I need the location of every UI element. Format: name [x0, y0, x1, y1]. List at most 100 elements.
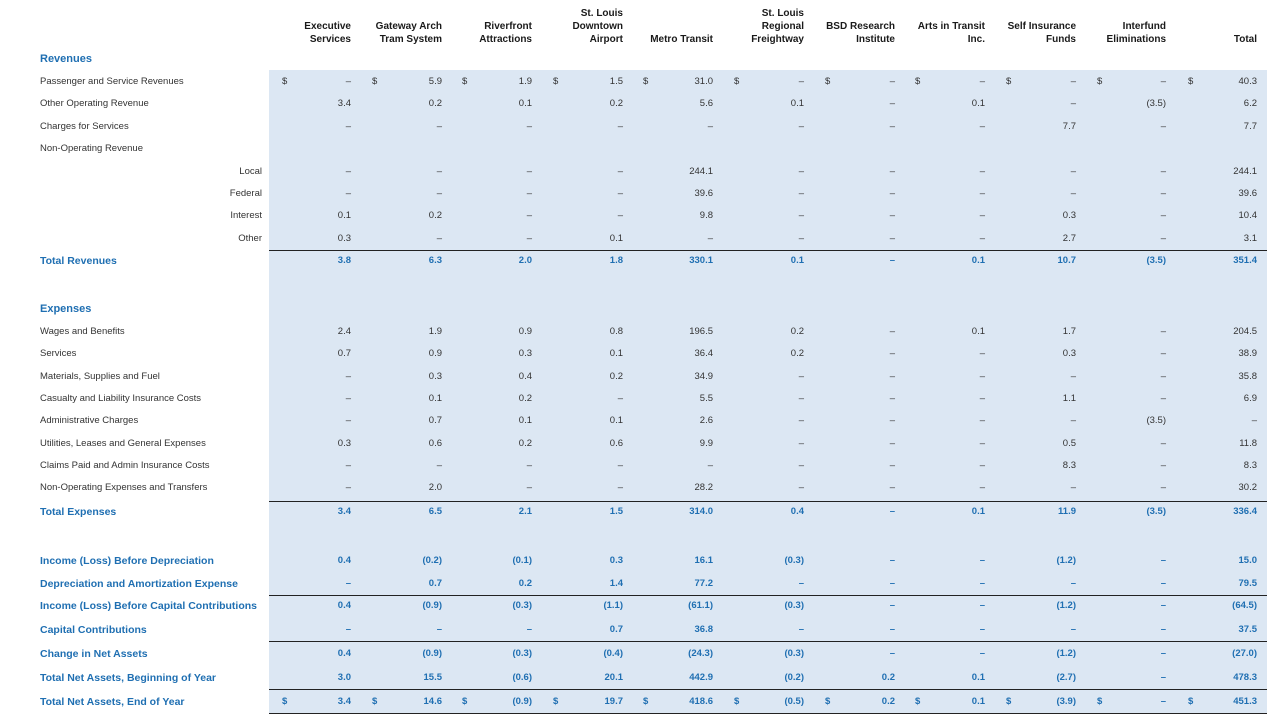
row-label: Materials, Supplies and Fuel [40, 371, 160, 382]
table-cell: 3.4 [337, 696, 351, 707]
table-cell: (0.6) [512, 672, 532, 683]
table-cell: – [1160, 121, 1166, 132]
table-cell: 0.6 [609, 438, 623, 449]
table-cell: 11.9 [1058, 506, 1076, 517]
table-cell: – [345, 393, 351, 404]
table-cell: – [1160, 648, 1166, 659]
table-cell: 34.9 [694, 371, 714, 382]
table-cell: 10.7 [1057, 255, 1077, 266]
table-cell [1187, 139, 1257, 159]
rule-line [269, 641, 1267, 642]
table-cell: – [889, 506, 895, 517]
table-cell: 79.5 [1238, 578, 1258, 589]
currency-symbol: $ [282, 76, 288, 87]
table-cell: 0.3 [609, 555, 623, 566]
table-cell: 36.8 [694, 624, 714, 635]
table-cell: – [1070, 76, 1076, 87]
table-cell: 2.0 [518, 255, 532, 266]
row-label: Total Net Assets, Beginning of Year [40, 672, 217, 684]
table-cell: – [979, 460, 985, 471]
table-row: Passenger and Service Revenues $ – $5.9 $1.9… [0, 72, 1280, 92]
table-cell: – [1070, 188, 1076, 199]
column-header: BSD Research Institute [826, 21, 895, 45]
table-cell: 0.1 [609, 415, 623, 426]
table-cell: 6.3 [428, 255, 442, 266]
row-label: Wages and Benefits [40, 326, 125, 337]
table-cell: – [979, 348, 985, 359]
table-cell: (0.5) [784, 696, 804, 707]
table-row: Local – – – – 244.1 – – – – – 244.1 [0, 162, 1280, 182]
table-cell: (27.0) [1232, 648, 1257, 659]
row-label: Other [238, 233, 262, 244]
table-cell: – [1160, 482, 1166, 493]
currency-symbol: $ [553, 696, 559, 707]
table-cell: 0.2 [428, 98, 442, 109]
table-cell: 0.1 [518, 98, 532, 109]
table-cell: – [1160, 326, 1166, 337]
row-label: Claims Paid and Admin Insurance Costs [40, 460, 210, 471]
currency-symbol: $ [1006, 696, 1012, 707]
table-cell: 31.0 [694, 76, 714, 87]
table-cell: (0.3) [784, 555, 804, 566]
table-row: Claims Paid and Admin Insurance Costs – – –… [0, 456, 1280, 476]
column-header: St. Louis Downtown Airport [572, 8, 623, 45]
table-cell: – [1070, 371, 1076, 382]
currency-symbol: $ [643, 696, 649, 707]
table-cell: 7.7 [1243, 121, 1257, 132]
table-cell: – [889, 233, 895, 244]
table-cell: 0.1 [790, 98, 804, 109]
table-cell: – [617, 188, 623, 199]
table-cell: – [526, 188, 532, 199]
table-cell: – [1160, 672, 1166, 683]
table-cell: 0.4 [518, 371, 532, 382]
table-cell: – [889, 121, 895, 132]
table-cell: 0.3 [337, 438, 351, 449]
column-header: Metro Transit [650, 34, 713, 45]
table-cell: 0.2 [609, 371, 623, 382]
table-cell: – [979, 233, 985, 244]
table-cell: 1.4 [609, 578, 623, 589]
row-label: Income (Loss) Before Capital Contributio… [40, 600, 258, 612]
table-cell: – [617, 393, 623, 404]
table-cell: – [889, 482, 895, 493]
table-cell: 478.3 [1233, 672, 1257, 683]
currency-symbol: $ [1188, 696, 1194, 707]
table-cell: (3.5) [1146, 98, 1166, 109]
table-cell: (0.9) [512, 696, 532, 707]
rule-line [269, 595, 1267, 596]
row-label: Casualty and Liability Insurance Costs [40, 393, 202, 404]
column-header: Arts in Transit Inc. [917, 21, 985, 45]
table-cell: 442.9 [689, 672, 713, 683]
currency-symbol: $ [734, 696, 740, 707]
table-cell: 418.6 [689, 696, 713, 707]
table-cell: 20.1 [604, 672, 624, 683]
table-cell: (3.5) [1146, 415, 1166, 426]
table-cell: 77.2 [694, 578, 714, 589]
table-cell: – [798, 210, 804, 221]
column-header: Interfund Eliminations [1106, 21, 1166, 45]
table-cell: (0.3) [784, 600, 804, 611]
row-label: Total Net Assets, End of Year [40, 696, 185, 708]
table-cell: 1.5 [609, 506, 623, 517]
section-expenses-heading: Expenses [0, 299, 1280, 319]
table-cell: – [889, 648, 895, 659]
section-label: Expenses [40, 303, 92, 315]
currency-symbol: $ [1097, 76, 1103, 87]
table-cell: 30.2 [1238, 482, 1258, 493]
table-cell: 0.4 [337, 555, 351, 566]
table-cell: – [345, 415, 351, 426]
table-row: Total Net Assets, Beginning of Year 3.0 15… [0, 668, 1280, 688]
table-cell: (3.9) [1056, 696, 1076, 707]
table-cell: 38.9 [1238, 348, 1258, 359]
table-cell: – [798, 460, 804, 471]
table-cell [281, 139, 351, 159]
table-cell: 35.8 [1238, 371, 1258, 382]
table-cell: – [1160, 600, 1166, 611]
row-label: Interest [230, 210, 262, 221]
table-cell: 0.9 [518, 326, 532, 337]
table-cell: 16.1 [694, 555, 714, 566]
table-cell: – [979, 371, 985, 382]
table-cell: 0.3 [1062, 348, 1076, 359]
table-cell: 0.1 [971, 696, 985, 707]
table-background [269, 70, 1267, 713]
